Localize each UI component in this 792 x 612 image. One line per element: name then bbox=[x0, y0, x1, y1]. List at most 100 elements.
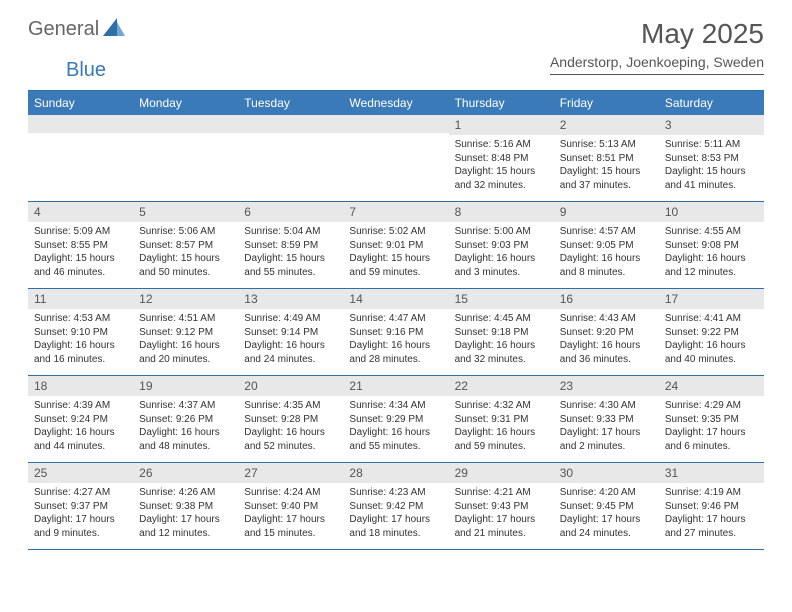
page-subtitle: Anderstorp, Joenkoeping, Sweden bbox=[550, 54, 764, 75]
daylight-line: Daylight: 16 hours and 36 minutes. bbox=[560, 339, 653, 366]
daylight-line: Daylight: 17 hours and 24 minutes. bbox=[560, 513, 653, 540]
day-number: 15 bbox=[449, 289, 554, 309]
dow-sunday: Sunday bbox=[28, 91, 133, 115]
day-cell: 12Sunrise: 4:51 AMSunset: 9:12 PMDayligh… bbox=[133, 289, 238, 375]
day-cell: 23Sunrise: 4:30 AMSunset: 9:33 PMDayligh… bbox=[554, 376, 659, 462]
daylight-line: Daylight: 15 hours and 46 minutes. bbox=[34, 252, 127, 279]
week-row: 11Sunrise: 4:53 AMSunset: 9:10 PMDayligh… bbox=[28, 289, 764, 376]
day-number: 13 bbox=[238, 289, 343, 309]
sunrise-line: Sunrise: 4:27 AM bbox=[34, 486, 127, 500]
sunrise-line: Sunrise: 4:29 AM bbox=[665, 399, 758, 413]
sunrise-line: Sunrise: 4:30 AM bbox=[560, 399, 653, 413]
sunset-line: Sunset: 9:05 PM bbox=[560, 239, 653, 253]
day-cell bbox=[238, 115, 343, 201]
day-number: 30 bbox=[554, 463, 659, 483]
day-number: 4 bbox=[28, 202, 133, 222]
week-row: 1Sunrise: 5:16 AMSunset: 8:48 PMDaylight… bbox=[28, 115, 764, 202]
day-cell: 8Sunrise: 5:00 AMSunset: 9:03 PMDaylight… bbox=[449, 202, 554, 288]
day-number: 3 bbox=[659, 115, 764, 135]
daylight-line: Daylight: 16 hours and 48 minutes. bbox=[139, 426, 232, 453]
day-cell: 26Sunrise: 4:26 AMSunset: 9:38 PMDayligh… bbox=[133, 463, 238, 549]
sunrise-line: Sunrise: 4:43 AM bbox=[560, 312, 653, 326]
sunset-line: Sunset: 9:08 PM bbox=[665, 239, 758, 253]
sunset-line: Sunset: 9:01 PM bbox=[349, 239, 442, 253]
sunrise-line: Sunrise: 5:11 AM bbox=[665, 138, 758, 152]
sunset-line: Sunset: 9:35 PM bbox=[665, 413, 758, 427]
daylight-line: Daylight: 17 hours and 6 minutes. bbox=[665, 426, 758, 453]
day-cell: 3Sunrise: 5:11 AMSunset: 8:53 PMDaylight… bbox=[659, 115, 764, 201]
logo: General bbox=[28, 18, 127, 41]
weeks-container: 1Sunrise: 5:16 AMSunset: 8:48 PMDaylight… bbox=[28, 115, 764, 550]
daylight-line: Daylight: 15 hours and 55 minutes. bbox=[244, 252, 337, 279]
empty-day-band bbox=[133, 115, 238, 133]
sunrise-line: Sunrise: 4:37 AM bbox=[139, 399, 232, 413]
day-number: 6 bbox=[238, 202, 343, 222]
daylight-line: Daylight: 16 hours and 16 minutes. bbox=[34, 339, 127, 366]
day-number: 7 bbox=[343, 202, 448, 222]
sunset-line: Sunset: 9:28 PM bbox=[244, 413, 337, 427]
sunset-line: Sunset: 9:46 PM bbox=[665, 500, 758, 514]
day-cell: 22Sunrise: 4:32 AMSunset: 9:31 PMDayligh… bbox=[449, 376, 554, 462]
day-number: 24 bbox=[659, 376, 764, 396]
day-cell: 11Sunrise: 4:53 AMSunset: 9:10 PMDayligh… bbox=[28, 289, 133, 375]
daylight-line: Daylight: 17 hours and 27 minutes. bbox=[665, 513, 758, 540]
dow-saturday: Saturday bbox=[659, 91, 764, 115]
day-number: 9 bbox=[554, 202, 659, 222]
sunrise-line: Sunrise: 5:06 AM bbox=[139, 225, 232, 239]
day-number: 26 bbox=[133, 463, 238, 483]
sunrise-line: Sunrise: 5:04 AM bbox=[244, 225, 337, 239]
day-number: 10 bbox=[659, 202, 764, 222]
sunrise-line: Sunrise: 4:55 AM bbox=[665, 225, 758, 239]
day-number: 5 bbox=[133, 202, 238, 222]
sunset-line: Sunset: 9:18 PM bbox=[455, 326, 548, 340]
week-row: 18Sunrise: 4:39 AMSunset: 9:24 PMDayligh… bbox=[28, 376, 764, 463]
sunrise-line: Sunrise: 4:23 AM bbox=[349, 486, 442, 500]
daylight-line: Daylight: 16 hours and 8 minutes. bbox=[560, 252, 653, 279]
day-cell: 15Sunrise: 4:45 AMSunset: 9:18 PMDayligh… bbox=[449, 289, 554, 375]
daylight-line: Daylight: 16 hours and 3 minutes. bbox=[455, 252, 548, 279]
day-cell: 9 Sunrise: 4:57 AMSunset: 9:05 PMDaylight… bbox=[554, 202, 659, 288]
sunset-line: Sunset: 8:55 PM bbox=[34, 239, 127, 253]
day-number: 22 bbox=[449, 376, 554, 396]
day-number: 31 bbox=[659, 463, 764, 483]
daylight-line: Daylight: 15 hours and 32 minutes. bbox=[455, 165, 548, 192]
day-cell: 4 Sunrise: 5:09 AMSunset: 8:55 PMDaylight… bbox=[28, 202, 133, 288]
daylight-line: Daylight: 17 hours and 18 minutes. bbox=[349, 513, 442, 540]
daylight-line: Daylight: 16 hours and 20 minutes. bbox=[139, 339, 232, 366]
sunset-line: Sunset: 8:53 PM bbox=[665, 152, 758, 166]
sunset-line: Sunset: 9:29 PM bbox=[349, 413, 442, 427]
sunset-line: Sunset: 9:24 PM bbox=[34, 413, 127, 427]
daylight-line: Daylight: 15 hours and 59 minutes. bbox=[349, 252, 442, 279]
day-number: 16 bbox=[554, 289, 659, 309]
dow-thursday: Thursday bbox=[449, 91, 554, 115]
sunrise-line: Sunrise: 4:41 AM bbox=[665, 312, 758, 326]
logo-triangle-icon bbox=[103, 18, 125, 41]
day-number: 1 bbox=[449, 115, 554, 135]
calendar: Sunday Monday Tuesday Wednesday Thursday… bbox=[28, 90, 764, 550]
day-number: 28 bbox=[343, 463, 448, 483]
daylight-line: Daylight: 17 hours and 9 minutes. bbox=[34, 513, 127, 540]
daylight-line: Daylight: 17 hours and 12 minutes. bbox=[139, 513, 232, 540]
daylight-line: Daylight: 16 hours and 12 minutes. bbox=[665, 252, 758, 279]
logo-text-general: General bbox=[28, 18, 99, 41]
day-cell: 21Sunrise: 4:34 AMSunset: 9:29 PMDayligh… bbox=[343, 376, 448, 462]
daylight-line: Daylight: 17 hours and 2 minutes. bbox=[560, 426, 653, 453]
empty-day-band bbox=[238, 115, 343, 133]
sunset-line: Sunset: 9:12 PM bbox=[139, 326, 232, 340]
sunrise-line: Sunrise: 5:09 AM bbox=[34, 225, 127, 239]
day-number: 21 bbox=[343, 376, 448, 396]
page-title: May 2025 bbox=[550, 18, 764, 50]
sunrise-line: Sunrise: 5:16 AM bbox=[455, 138, 548, 152]
day-of-week-row: Sunday Monday Tuesday Wednesday Thursday… bbox=[28, 91, 764, 115]
daylight-line: Daylight: 16 hours and 55 minutes. bbox=[349, 426, 442, 453]
daylight-line: Daylight: 17 hours and 21 minutes. bbox=[455, 513, 548, 540]
sunrise-line: Sunrise: 4:57 AM bbox=[560, 225, 653, 239]
day-cell: 7Sunrise: 5:02 AMSunset: 9:01 PMDaylight… bbox=[343, 202, 448, 288]
sunset-line: Sunset: 9:38 PM bbox=[139, 500, 232, 514]
sunset-line: Sunset: 9:42 PM bbox=[349, 500, 442, 514]
day-cell: 13Sunrise: 4:49 AMSunset: 9:14 PMDayligh… bbox=[238, 289, 343, 375]
sunset-line: Sunset: 9:10 PM bbox=[34, 326, 127, 340]
day-number: 20 bbox=[238, 376, 343, 396]
sunset-line: Sunset: 9:40 PM bbox=[244, 500, 337, 514]
daylight-line: Daylight: 17 hours and 15 minutes. bbox=[244, 513, 337, 540]
